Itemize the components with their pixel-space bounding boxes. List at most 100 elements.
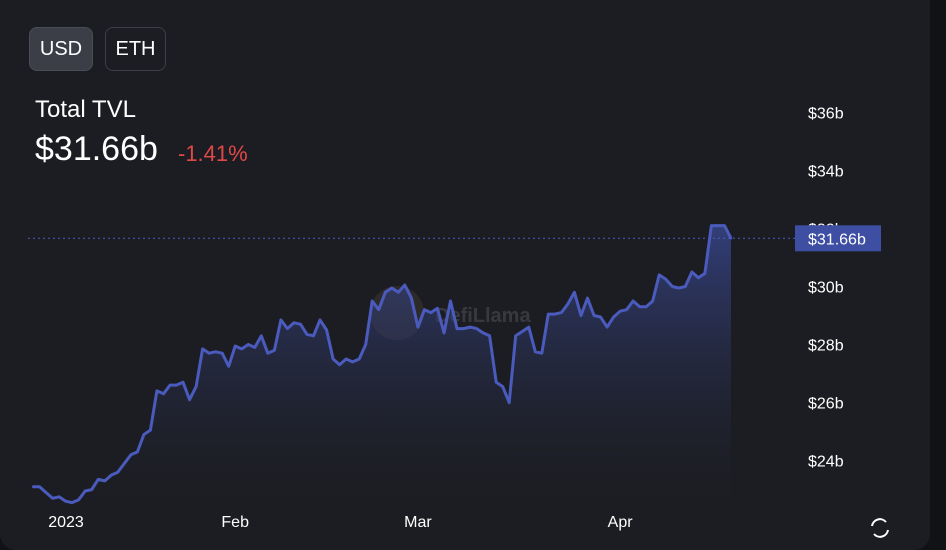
data-point [462, 327, 465, 330]
data-point [671, 285, 674, 288]
x-tick-label: 2023 [48, 514, 84, 531]
data-point [547, 312, 550, 316]
data-point [429, 311, 433, 314]
data-point [410, 296, 413, 300]
data-point [579, 314, 583, 317]
data-point [207, 352, 211, 355]
data-point [423, 308, 426, 311]
data-point [51, 497, 54, 500]
y-tick-label: $28b [808, 338, 844, 355]
data-point [442, 331, 446, 335]
data-point [149, 428, 152, 432]
data-point [299, 323, 302, 326]
data-point [181, 381, 185, 384]
data-point [364, 343, 367, 346]
data-point [260, 334, 263, 337]
data-point [645, 305, 648, 308]
data-point [358, 357, 361, 361]
data-point [508, 401, 511, 404]
data-point [305, 333, 309, 336]
data-point [481, 331, 485, 335]
data-point [129, 453, 133, 456]
current-value-tag [795, 225, 881, 252]
data-point [716, 224, 720, 227]
data-point [592, 314, 596, 317]
data-point [501, 385, 504, 388]
data-point [31, 485, 35, 488]
y-tick-label: $30b [808, 280, 844, 297]
data-point [384, 291, 387, 294]
data-point [194, 385, 198, 388]
data-point [253, 346, 256, 349]
data-point [625, 308, 628, 311]
data-point [527, 325, 530, 329]
data-point [586, 296, 589, 300]
data-point [390, 286, 393, 290]
x-tick-label: Feb [221, 514, 249, 531]
data-point [312, 334, 315, 337]
usd-toggle-button[interactable]: USD [29, 27, 93, 71]
current-value-label: $31.66b [808, 231, 866, 248]
data-point [710, 224, 713, 227]
data-point [214, 350, 217, 353]
data-point [436, 307, 439, 310]
data-point [325, 328, 328, 332]
data-point [286, 327, 289, 330]
tvl-chart: DefiLlama $24b$26b$28b$30b$32b$34b$36b 2… [28, 105, 881, 531]
data-point [416, 325, 420, 329]
data-point [97, 478, 100, 481]
data-point [279, 318, 283, 322]
data-point [221, 352, 224, 355]
y-tick-label: $34b [808, 163, 844, 180]
data-point [651, 299, 654, 303]
data-point [201, 347, 204, 351]
y-tick-label: $36b [808, 105, 844, 122]
data-point [273, 349, 276, 352]
watermark-text: DefiLlama [435, 305, 531, 327]
data-point [631, 299, 635, 303]
data-point [103, 479, 107, 483]
data-point [605, 325, 609, 329]
data-point [690, 270, 694, 274]
y-tick-label: $26b [808, 396, 844, 413]
data-point [90, 488, 93, 491]
data-point [566, 302, 570, 306]
data-point [64, 500, 67, 503]
tvl-change: -1.41% [178, 141, 248, 166]
data-point [488, 334, 491, 337]
data-point [234, 344, 237, 348]
data-point [70, 501, 74, 504]
data-point [188, 398, 191, 401]
data-point [331, 357, 335, 361]
eth-toggle-button[interactable]: ETH [105, 27, 166, 71]
data-point [44, 491, 48, 494]
data-point [658, 273, 661, 277]
data-point [142, 433, 146, 436]
data-point [240, 347, 243, 351]
data-point [599, 315, 602, 319]
data-point [227, 365, 230, 368]
data-point [455, 327, 459, 330]
data-point [344, 357, 348, 361]
data-point [540, 352, 543, 355]
data-point [729, 237, 733, 240]
data-point [495, 381, 498, 384]
refresh-icon[interactable] [866, 514, 894, 542]
data-point [521, 330, 524, 333]
data-point [449, 299, 452, 303]
x-tick-label: Mar [404, 514, 432, 531]
tvl-series-line [33, 224, 733, 505]
data-point [638, 305, 641, 308]
data-point [168, 383, 172, 387]
data-point [110, 473, 113, 477]
data-point [664, 278, 667, 281]
data-point [38, 485, 41, 488]
data-point [292, 321, 296, 324]
data-point [116, 471, 120, 474]
data-point [534, 350, 537, 353]
data-point [553, 312, 557, 316]
y-tick-label: $24b [808, 454, 844, 471]
data-point [162, 392, 165, 395]
data-point [136, 450, 139, 454]
data-point [266, 352, 269, 355]
